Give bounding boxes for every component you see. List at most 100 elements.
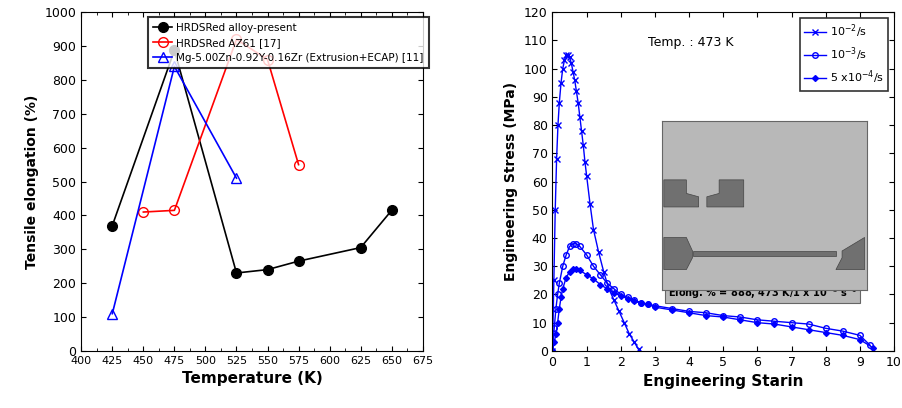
5 x10$^{-4}$/s: [666, 308, 676, 313]
10$^{-2}$/s: [603, 286, 613, 291]
10$^{-2}$/s: [550, 157, 561, 162]
10$^{-3}$/s: [864, 343, 875, 348]
10$^{-3}$/s: [594, 272, 605, 277]
10$^{-2}$/s: [629, 340, 640, 345]
10$^{-3}$/s: [614, 292, 625, 297]
Y-axis label: Tensile elongation (%): Tensile elongation (%): [25, 94, 39, 269]
HRDSRed AZ61 [17]: [262, 57, 272, 62]
5 x10$^{-4}$/s: [802, 327, 813, 332]
10$^{-3}$/s: [819, 326, 830, 331]
10$^{-2}$/s: [618, 320, 629, 325]
10$^{-2}$/s: [570, 89, 581, 94]
5 x10$^{-4}$/s: [555, 295, 566, 300]
HRDSRed AZ61 [17]: [169, 208, 179, 213]
10$^{-2}$/s: [564, 55, 575, 60]
10$^{-2}$/s: [598, 269, 609, 274]
HRDSRed AZ61 [17]: [138, 210, 149, 215]
Line: 5 x10$^{-4}$/s: 5 x10$^{-4}$/s: [550, 267, 875, 353]
10$^{-3}$/s: [587, 264, 598, 269]
Mg-5.00Zn-0.92Y-0.16Zr (Extrusion+ECAP) [11]: [169, 64, 179, 69]
Text: Elong. % = 888, 473 K/1 x 10$^{-3}$ s$^{-1}$: Elong. % = 888, 473 K/1 x 10$^{-3}$ s$^{…: [667, 285, 856, 301]
5 x10$^{-4}$/s: [836, 333, 847, 338]
5 x10$^{-4}$/s: [819, 330, 830, 335]
10$^{-2}$/s: [581, 173, 592, 178]
5 x10$^{-4}$/s: [570, 266, 581, 271]
10$^{-2}$/s: [555, 80, 566, 85]
10$^{-3}$/s: [608, 286, 619, 291]
10$^{-3}$/s: [769, 319, 779, 324]
10$^{-3}$/s: [853, 333, 864, 338]
5 x10$^{-4}$/s: [594, 282, 605, 287]
5 x10$^{-4}$/s: [553, 306, 564, 311]
10$^{-3}$/s: [557, 264, 567, 269]
5 x10$^{-4}$/s: [587, 277, 598, 282]
5 x10$^{-4}$/s: [548, 340, 559, 345]
10$^{-2}$/s: [608, 298, 619, 303]
HRDSRed AZ61 [17]: [231, 37, 242, 42]
10$^{-2}$/s: [577, 142, 588, 147]
10$^{-2}$/s: [558, 58, 569, 63]
10$^{-2}$/s: [548, 278, 558, 283]
10$^{-2}$/s: [549, 207, 560, 212]
10$^{-3}$/s: [560, 253, 571, 257]
10$^{-3}$/s: [581, 253, 592, 257]
HRDSRed alloy-present: [231, 271, 242, 275]
5 x10$^{-4}$/s: [629, 299, 640, 304]
10$^{-3}$/s: [802, 322, 813, 326]
10$^{-3}$/s: [751, 317, 762, 322]
10$^{-2}$/s: [553, 100, 564, 105]
5 x10$^{-4}$/s: [649, 305, 659, 310]
HRDSRed alloy-present: [386, 208, 397, 213]
5 x10$^{-4}$/s: [550, 331, 561, 336]
10$^{-2}$/s: [632, 347, 643, 352]
10$^{-2}$/s: [572, 100, 583, 105]
10$^{-2}$/s: [562, 52, 573, 57]
HRDSRed alloy-present: [293, 259, 304, 264]
10$^{-2}$/s: [566, 60, 576, 65]
10$^{-3}$/s: [621, 295, 632, 300]
10$^{-3}$/s: [683, 309, 694, 314]
10$^{-3}$/s: [666, 306, 676, 311]
HRDSRed AZ61 [17]: [293, 162, 304, 167]
10$^{-2}$/s: [593, 250, 603, 255]
10$^{-3}$/s: [734, 315, 745, 319]
5 x10$^{-4}$/s: [867, 346, 878, 350]
Legend: 10$^{-2}$/s, 10$^{-3}$/s, 5 x10$^{-4}$/s: 10$^{-2}$/s, 10$^{-3}$/s, 5 x10$^{-4}$/s: [799, 18, 888, 91]
10$^{-3}$/s: [567, 241, 578, 246]
10$^{-3}$/s: [717, 313, 728, 318]
10$^{-3}$/s: [570, 241, 581, 246]
5 x10$^{-4}$/s: [581, 272, 592, 277]
5 x10$^{-4}$/s: [717, 315, 728, 319]
5 x10$^{-4}$/s: [635, 300, 646, 305]
10$^{-3}$/s: [547, 348, 557, 353]
5 x10$^{-4}$/s: [751, 320, 762, 325]
5 x10$^{-4}$/s: [601, 286, 612, 291]
Text: Temp. : 473 K: Temp. : 473 K: [648, 36, 732, 49]
10$^{-3}$/s: [574, 244, 584, 249]
10$^{-3}$/s: [564, 244, 575, 249]
5 x10$^{-4}$/s: [564, 269, 575, 274]
Mg-5.00Zn-0.92Y-0.16Zr (Extrusion+ECAP) [11]: [106, 311, 117, 316]
10$^{-3}$/s: [836, 329, 847, 334]
10$^{-2}$/s: [557, 66, 567, 71]
Line: HRDSRed AZ61 [17]: HRDSRed AZ61 [17]: [138, 34, 303, 217]
Line: HRDSRed alloy-present: HRDSRed alloy-present: [107, 45, 396, 278]
10$^{-3}$/s: [548, 326, 559, 331]
5 x10$^{-4}$/s: [853, 337, 864, 342]
5 x10$^{-4}$/s: [557, 286, 567, 291]
10$^{-2}$/s: [579, 160, 590, 164]
Line: 10$^{-2}$/s: 10$^{-2}$/s: [549, 52, 640, 354]
5 x10$^{-4}$/s: [574, 268, 584, 273]
5 x10$^{-4}$/s: [552, 320, 563, 325]
5 x10$^{-4}$/s: [547, 348, 557, 353]
Legend: HRDSRed alloy-present, HRDSRed AZ61 [17], Mg-5.00Zn-0.92Y-0.16Zr (Extrusion+ECAP: HRDSRed alloy-present, HRDSRed AZ61 [17]…: [148, 18, 428, 68]
5 x10$^{-4}$/s: [642, 302, 653, 307]
10$^{-2}$/s: [623, 331, 634, 336]
10$^{-3}$/s: [786, 320, 796, 325]
10$^{-3}$/s: [700, 310, 711, 315]
10$^{-2}$/s: [547, 348, 557, 353]
10$^{-3}$/s: [553, 281, 564, 286]
5 x10$^{-4}$/s: [608, 290, 619, 295]
5 x10$^{-4}$/s: [786, 324, 796, 329]
Y-axis label: Engineering Stress (MPa): Engineering Stress (MPa): [503, 82, 518, 281]
